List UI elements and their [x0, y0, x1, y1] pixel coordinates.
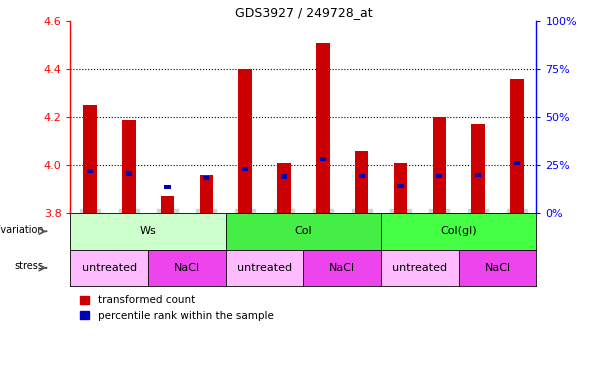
- Bar: [126, 171, 132, 176]
- Text: Col(gl): Col(gl): [440, 226, 477, 237]
- Title: GDS3927 / 249728_at: GDS3927 / 249728_at: [235, 5, 372, 18]
- Bar: [355, 151, 368, 213]
- Bar: [161, 196, 174, 213]
- Text: untreated: untreated: [392, 263, 447, 273]
- Bar: [514, 161, 520, 165]
- Bar: [394, 163, 407, 213]
- Text: Col: Col: [295, 226, 312, 237]
- Text: Ws: Ws: [140, 226, 156, 237]
- Bar: [475, 173, 481, 177]
- Bar: [164, 185, 170, 189]
- Text: NaCl: NaCl: [174, 263, 200, 273]
- Bar: [397, 184, 403, 189]
- Bar: [471, 124, 485, 213]
- Bar: [433, 117, 446, 213]
- Text: NaCl: NaCl: [484, 263, 511, 273]
- Bar: [436, 174, 443, 178]
- Bar: [204, 176, 210, 180]
- Legend: transformed count, percentile rank within the sample: transformed count, percentile rank withi…: [75, 291, 278, 325]
- Text: NaCl: NaCl: [329, 263, 356, 273]
- Bar: [281, 174, 287, 179]
- Bar: [122, 119, 135, 213]
- Bar: [200, 175, 213, 213]
- Bar: [238, 69, 252, 213]
- Bar: [83, 105, 97, 213]
- Bar: [359, 174, 365, 178]
- Bar: [510, 79, 524, 213]
- Text: stress: stress: [15, 261, 44, 271]
- Bar: [316, 43, 330, 213]
- Bar: [87, 169, 93, 173]
- Bar: [277, 163, 291, 213]
- Text: untreated: untreated: [82, 263, 137, 273]
- Text: untreated: untreated: [237, 263, 292, 273]
- Text: genotype/variation: genotype/variation: [0, 225, 44, 235]
- Bar: [242, 167, 248, 171]
- Bar: [320, 157, 326, 161]
